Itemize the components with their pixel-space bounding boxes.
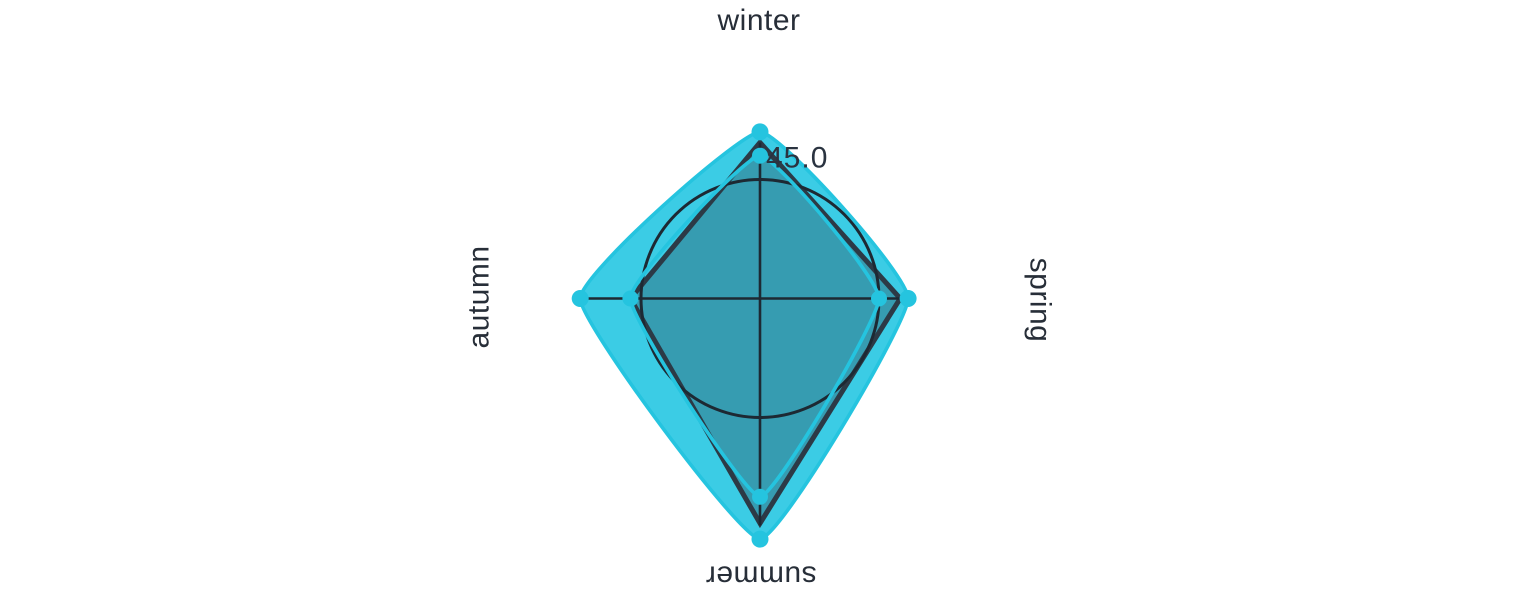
series-layer	[571, 123, 917, 548]
series-inner-cyan-marker-summer	[752, 488, 768, 505]
series-outer-cyan-marker-spring	[899, 290, 917, 307]
category-label-spring: spring	[1024, 258, 1057, 343]
series-outer-cyan-marker-winter	[751, 123, 769, 141]
series-inner-cyan-marker-spring	[871, 290, 887, 307]
category-label-winter: winter	[716, 4, 800, 37]
series-inner-cyan-marker-autumn	[622, 290, 639, 307]
labels-layer: winter spring summer autumn 45.0	[463, 4, 1057, 593]
series-outer-cyan-marker-autumn	[571, 290, 589, 307]
series-outer-cyan-area	[580, 131, 909, 540]
category-label-summer: summer	[705, 560, 816, 593]
series-inner-cyan-marker-winter	[752, 147, 768, 164]
series-outer-cyan-marker-summer	[751, 530, 769, 548]
radial-axis-tick-label: 45.0	[766, 142, 828, 175]
fills-layer	[580, 131, 909, 540]
category-label-autumn: autumn	[463, 245, 496, 348]
